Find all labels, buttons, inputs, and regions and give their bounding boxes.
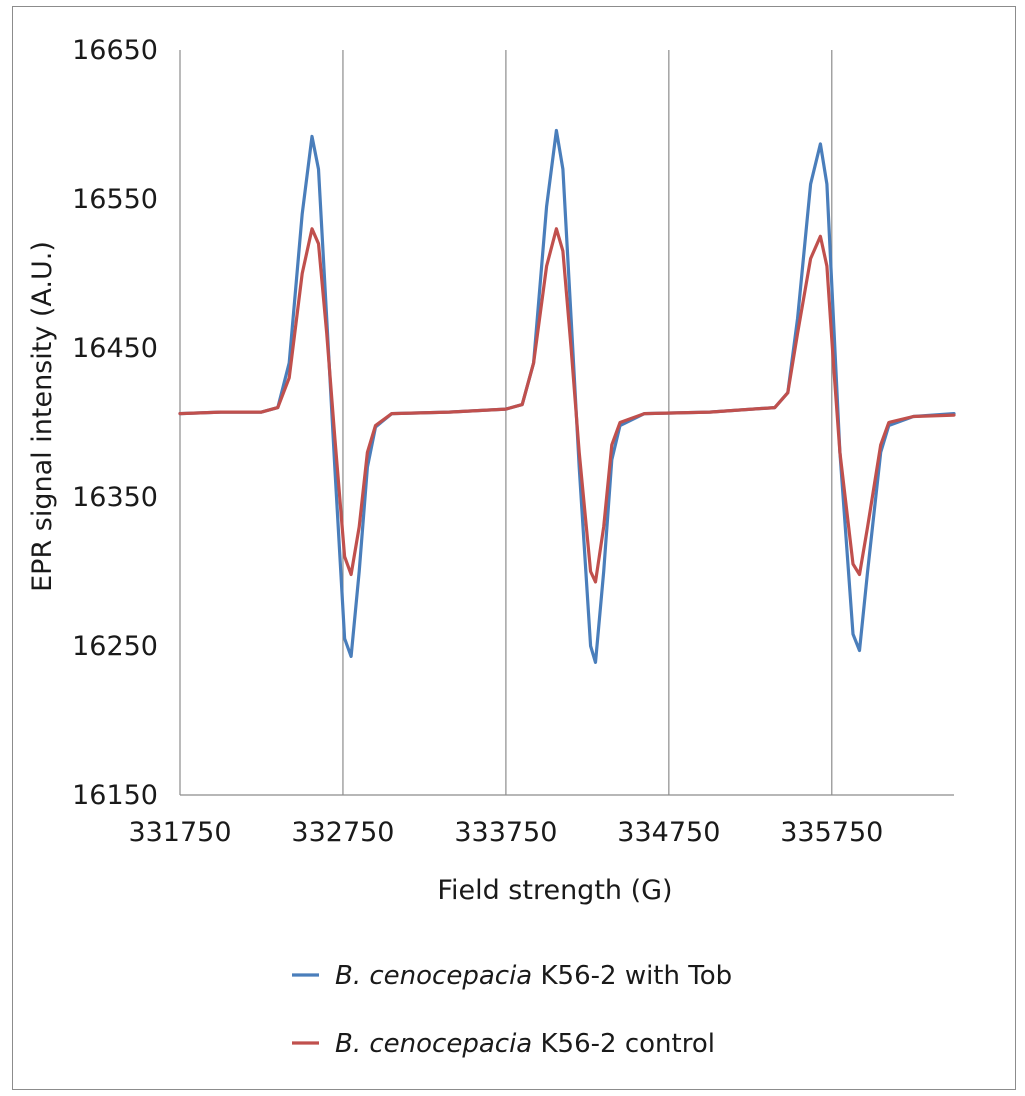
y-tick-label: 16450: [72, 333, 158, 364]
x-tick-label: 334750: [617, 817, 720, 848]
legend-label: B. cenocepacia K56-2 with Tob: [335, 961, 732, 991]
x-tick-label: 332750: [291, 817, 394, 848]
series-lines: [178, 128, 956, 665]
axes: [179, 50, 954, 796]
series-line-control: [178, 227, 956, 584]
chart-frame: 16150 16250 16350 16450 16550 16650 331750 3327…: [12, 6, 1016, 1090]
x-axis-title: Field strength (G): [437, 875, 672, 906]
epr-line-chart: 16150 16250 16350 16450 16550 16650 331750 3327…: [27, 35, 956, 1059]
x-tick-label: 335750: [780, 817, 883, 848]
y-tick-label: 16250: [72, 631, 158, 662]
y-tick-label: 16650: [72, 35, 158, 66]
legend: B. cenocepacia K56-2 with Tob B. cenocepa…: [292, 961, 732, 1059]
y-tick-label: 16350: [72, 482, 158, 513]
y-tick-label: 16550: [72, 184, 158, 215]
tick-labels: 16150 16250 16350 16450 16550 16650 331750 3327…: [72, 35, 883, 848]
x-tick-label: 333750: [454, 817, 557, 848]
series-line-with-tob: [178, 128, 956, 665]
y-axis-title: EPR signal intensity (A.U.): [27, 241, 58, 592]
legend-label: B. cenocepacia K56-2 control: [335, 1029, 715, 1059]
grid-lines: [342, 50, 833, 795]
y-tick-label: 16150: [72, 780, 158, 811]
x-tick-label: 331750: [128, 817, 231, 848]
